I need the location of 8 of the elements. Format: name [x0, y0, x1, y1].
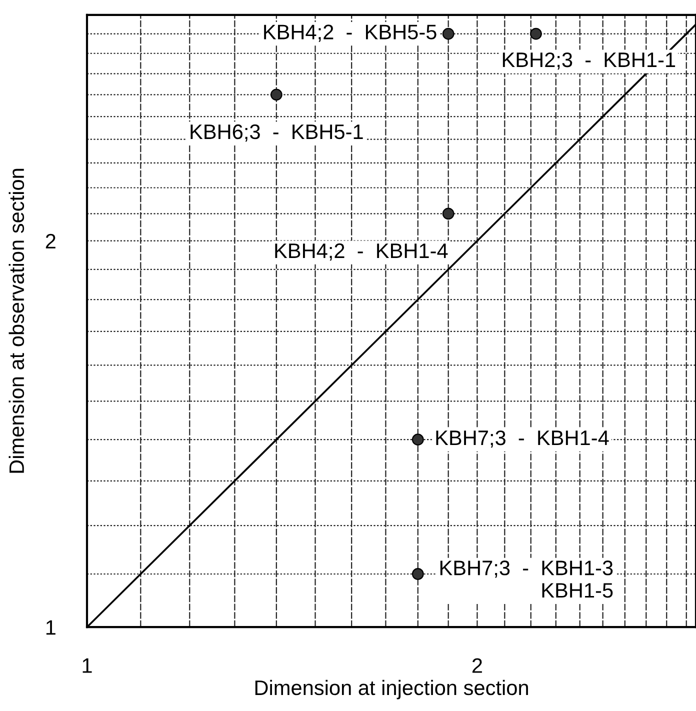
annotation: KBH2;3 - KBH1-1	[502, 52, 676, 70]
x-axis-title: Dimension at injection section	[255, 680, 528, 700]
annotation: KBH7;3 - KBH1-3 KBH1-5	[440, 560, 613, 598]
annotation: KBH4;2 - KBH5-5	[264, 24, 436, 42]
annotation: KBH7;3 - KBH1-4	[436, 430, 609, 448]
annotation: KBH4;2 - KBH1-4	[275, 243, 448, 261]
y-axis-title: Dimension at observation section	[8, 168, 24, 473]
annotation: KBH6;3 - KBH5-1	[190, 124, 363, 142]
